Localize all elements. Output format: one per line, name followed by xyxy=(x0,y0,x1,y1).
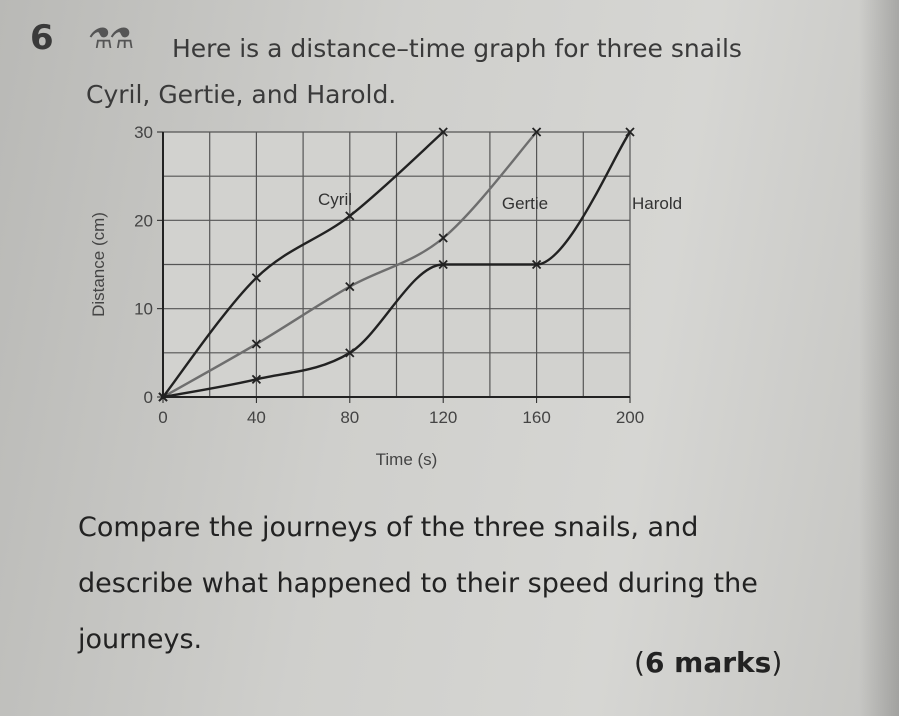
x-tick-label: 160 xyxy=(522,408,550,427)
marks-label: (6 marks) xyxy=(634,646,783,679)
series-label-gertie: Gertie xyxy=(502,194,548,213)
data-point-marker xyxy=(251,374,262,384)
flask-icon: ⚗⚗ xyxy=(88,22,134,55)
data-point-marker xyxy=(251,273,262,283)
y-tick-label: 10 xyxy=(134,300,153,319)
y-tick-label: 0 xyxy=(144,388,153,407)
data-point-marker xyxy=(438,259,448,270)
y-tick-label: 20 xyxy=(134,211,153,230)
data-point-marker xyxy=(625,127,635,137)
question-intro: Here is a distance–time graph for three … xyxy=(86,34,742,109)
x-tick-label: 0 xyxy=(158,408,167,427)
series-label-cyril: Cyril xyxy=(318,190,352,209)
x-tick-label: 200 xyxy=(616,408,644,427)
data-point-marker xyxy=(438,233,448,243)
data-point-marker xyxy=(531,127,542,137)
x-axis-label: Time (s) xyxy=(376,450,438,469)
page-edge-shadow xyxy=(859,0,899,716)
x-tick-label: 120 xyxy=(429,408,457,427)
data-point-marker xyxy=(345,211,355,221)
data-point-marker xyxy=(345,348,355,358)
series-label-harold: Harold xyxy=(632,194,682,213)
y-tick-label: 30 xyxy=(134,123,153,142)
data-point-marker xyxy=(531,259,542,270)
x-tick-label: 80 xyxy=(340,408,359,427)
x-tick-label: 40 xyxy=(247,408,266,427)
data-point-marker xyxy=(438,127,448,137)
question-number: 6 xyxy=(30,18,54,58)
question-prompt: Compare the journeys of the three snails… xyxy=(78,512,758,655)
data-point-marker xyxy=(345,281,355,292)
series-line-cyril xyxy=(162,131,445,398)
data-point-marker xyxy=(158,392,168,402)
data-point-marker xyxy=(251,339,262,349)
y-axis-label: Distance (cm) xyxy=(89,212,108,317)
